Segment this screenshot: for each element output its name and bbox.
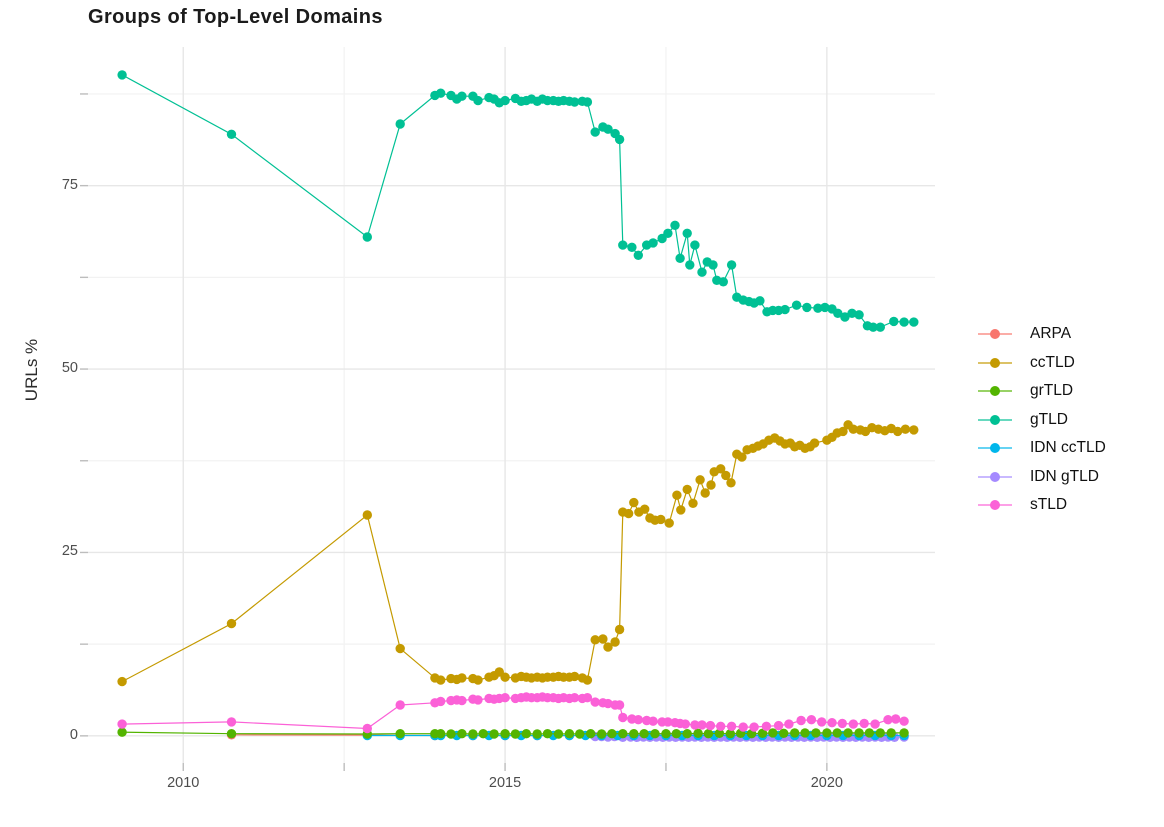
grid-major bbox=[88, 47, 935, 763]
legend-item-grtld: grTLD bbox=[978, 377, 1106, 406]
legend-label: sTLD bbox=[1030, 496, 1068, 514]
series-cctld bbox=[117, 420, 919, 687]
series-grtld bbox=[117, 727, 909, 739]
axis-tick-marks bbox=[80, 93, 828, 771]
chart-title: Groups of Top-Level Domains bbox=[88, 6, 383, 28]
x-tick-label-2020: 2020 bbox=[810, 775, 843, 791]
y-tick-label-25: 25 bbox=[61, 543, 78, 560]
legend-item-idn-cctld: IDN ccTLD bbox=[978, 434, 1106, 463]
legend-label: IDN gTLD bbox=[1030, 467, 1099, 485]
legend-key-arpa-icon bbox=[978, 328, 1012, 340]
legend-key-stld-icon bbox=[978, 499, 1012, 511]
legend-key-gtld-icon bbox=[978, 414, 1012, 426]
series-stld bbox=[117, 692, 909, 734]
legend-label: IDN ccTLD bbox=[1030, 439, 1106, 457]
legend-item-gtld: gTLD bbox=[978, 406, 1106, 435]
legend-label: grTLD bbox=[1030, 382, 1074, 400]
legend-item-stld: sTLD bbox=[978, 491, 1106, 520]
legend-label: ccTLD bbox=[1030, 353, 1075, 371]
legend-key-cctld-icon bbox=[978, 357, 1012, 369]
grid-minor bbox=[88, 47, 935, 763]
legend-key-idn-cctld-icon bbox=[978, 442, 1012, 454]
series-gtld bbox=[117, 70, 919, 332]
legend-key-idn-gtld-icon bbox=[978, 471, 1012, 483]
legend-label: gTLD bbox=[1030, 410, 1068, 428]
legend-item-cctld: ccTLD bbox=[978, 349, 1106, 378]
legend-item-idn-gtld: IDN gTLD bbox=[978, 463, 1106, 492]
x-tick-label-2010: 2010 bbox=[167, 775, 200, 791]
y-tick-label-75: 75 bbox=[61, 176, 78, 193]
legend-key-grtld-icon bbox=[978, 385, 1012, 397]
legend-item-arpa: ARPA bbox=[978, 320, 1106, 349]
y-tick-label-50: 50 bbox=[61, 360, 78, 377]
x-tick-label-2015: 2015 bbox=[488, 775, 522, 791]
legend-label: ARPA bbox=[1030, 325, 1072, 343]
legend: ARPA ccTLD grTLD gTLD IDN ccTLD IDN gTLD sTLD bbox=[978, 320, 1106, 520]
y-tick-label-0: 0 bbox=[69, 726, 78, 743]
